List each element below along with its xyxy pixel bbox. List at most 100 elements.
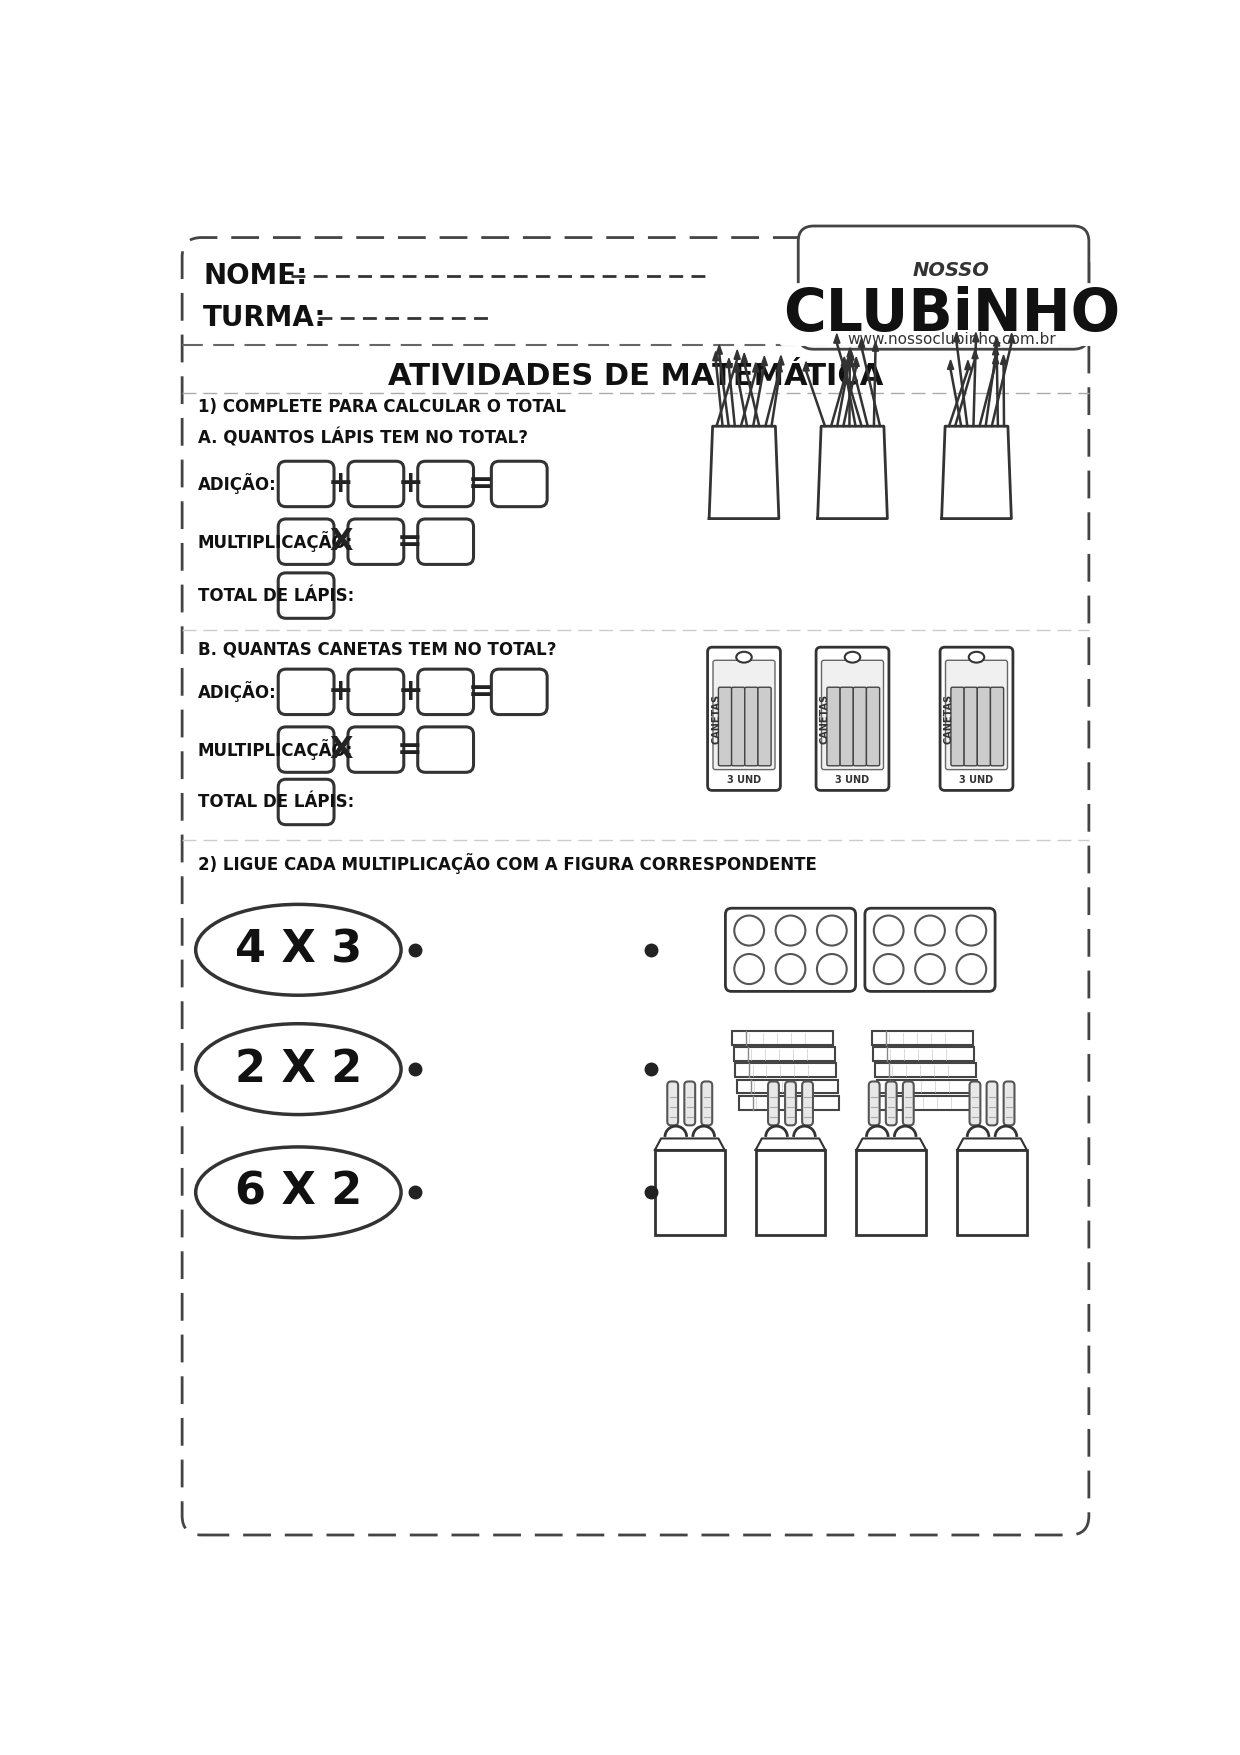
FancyBboxPatch shape [348, 727, 404, 772]
FancyBboxPatch shape [965, 688, 977, 765]
FancyBboxPatch shape [684, 1081, 696, 1125]
FancyBboxPatch shape [348, 669, 404, 714]
FancyBboxPatch shape [278, 519, 334, 565]
Text: MULTIPLICAÇÃO:: MULTIPLICAÇÃO: [197, 532, 353, 553]
FancyBboxPatch shape [878, 1095, 978, 1109]
Polygon shape [847, 347, 853, 356]
Ellipse shape [776, 955, 806, 985]
FancyBboxPatch shape [951, 688, 965, 765]
Polygon shape [992, 346, 998, 355]
FancyBboxPatch shape [977, 688, 991, 765]
FancyBboxPatch shape [755, 1150, 826, 1236]
FancyBboxPatch shape [867, 688, 879, 765]
FancyBboxPatch shape [987, 1081, 997, 1125]
Polygon shape [655, 1139, 724, 1150]
Polygon shape [941, 426, 1012, 518]
Polygon shape [817, 426, 888, 518]
Text: www.nossoclubinho.com.br: www.nossoclubinho.com.br [847, 332, 1055, 347]
FancyBboxPatch shape [278, 669, 334, 714]
Text: B. QUANTAS CANETAS TEM NO TOTAL?: B. QUANTAS CANETAS TEM NO TOTAL? [197, 641, 556, 658]
Text: CANETAS: CANETAS [711, 693, 722, 744]
FancyBboxPatch shape [758, 688, 771, 765]
Text: ADIÇÃO:: ADIÇÃO: [197, 474, 277, 495]
FancyBboxPatch shape [278, 727, 334, 772]
FancyBboxPatch shape [732, 688, 745, 765]
FancyBboxPatch shape [799, 226, 1089, 349]
Text: X: X [330, 526, 352, 556]
Ellipse shape [196, 904, 401, 995]
FancyBboxPatch shape [718, 688, 732, 765]
Text: CANETAS: CANETAS [820, 693, 830, 744]
Ellipse shape [915, 955, 945, 985]
Ellipse shape [776, 916, 806, 946]
Text: +: + [398, 469, 424, 498]
Text: CANETAS: CANETAS [944, 693, 954, 744]
Ellipse shape [196, 1023, 401, 1114]
FancyBboxPatch shape [725, 909, 856, 992]
FancyBboxPatch shape [418, 669, 474, 714]
Text: =: = [397, 526, 422, 556]
Polygon shape [804, 362, 810, 370]
Text: MULTIPLICAÇÃO:: MULTIPLICAÇÃO: [197, 739, 353, 760]
Text: TOTAL DE LÁPIS:: TOTAL DE LÁPIS: [197, 793, 353, 811]
Polygon shape [954, 332, 960, 342]
Polygon shape [777, 356, 784, 365]
Text: =: = [467, 677, 494, 706]
FancyBboxPatch shape [841, 688, 853, 765]
Polygon shape [957, 1139, 1027, 1150]
FancyBboxPatch shape [737, 1079, 838, 1093]
FancyBboxPatch shape [885, 1081, 897, 1125]
FancyBboxPatch shape [857, 1150, 926, 1236]
Polygon shape [848, 351, 854, 360]
Ellipse shape [817, 955, 847, 985]
Text: TURMA:: TURMA: [203, 304, 326, 332]
FancyBboxPatch shape [418, 519, 474, 565]
Text: 3 UND: 3 UND [727, 776, 761, 786]
Polygon shape [873, 342, 879, 351]
FancyBboxPatch shape [655, 1150, 724, 1236]
Polygon shape [841, 356, 847, 367]
Text: +: + [329, 469, 353, 498]
Polygon shape [847, 353, 853, 362]
FancyBboxPatch shape [667, 1081, 678, 1125]
FancyBboxPatch shape [768, 1081, 779, 1125]
Polygon shape [742, 353, 748, 362]
Ellipse shape [874, 916, 904, 946]
Ellipse shape [737, 651, 751, 663]
FancyBboxPatch shape [735, 1064, 836, 1078]
Polygon shape [761, 356, 768, 365]
FancyBboxPatch shape [785, 1081, 796, 1125]
Text: 6 X 2: 6 X 2 [234, 1171, 362, 1214]
Text: NOME:: NOME: [203, 261, 308, 290]
Text: 4 X 3: 4 X 3 [234, 928, 362, 971]
FancyBboxPatch shape [957, 1150, 1027, 1236]
Polygon shape [853, 358, 859, 367]
FancyBboxPatch shape [869, 1081, 879, 1125]
Polygon shape [844, 358, 851, 367]
Polygon shape [1001, 355, 1007, 365]
Polygon shape [1008, 333, 1014, 342]
Text: 3 UND: 3 UND [960, 776, 993, 786]
FancyBboxPatch shape [713, 660, 775, 770]
FancyBboxPatch shape [1003, 1081, 1014, 1125]
Polygon shape [776, 363, 782, 372]
Text: ADIÇÃO:: ADIÇÃO: [197, 681, 277, 702]
Polygon shape [947, 360, 954, 369]
FancyBboxPatch shape [866, 909, 994, 992]
Text: CLUBiNHO: CLUBiNHO [782, 286, 1120, 342]
FancyBboxPatch shape [970, 1081, 981, 1125]
FancyBboxPatch shape [827, 688, 841, 765]
FancyBboxPatch shape [702, 1081, 712, 1125]
Text: 2 X 2: 2 X 2 [234, 1048, 362, 1090]
FancyBboxPatch shape [945, 660, 1007, 770]
Text: +: + [329, 677, 353, 706]
Text: NOSSO: NOSSO [913, 261, 990, 281]
Text: =: = [467, 469, 494, 498]
FancyBboxPatch shape [708, 648, 780, 790]
FancyBboxPatch shape [853, 688, 867, 765]
Polygon shape [709, 426, 779, 518]
Text: TOTAL DE LÁPIS:: TOTAL DE LÁPIS: [197, 586, 353, 605]
Polygon shape [965, 360, 971, 370]
FancyBboxPatch shape [991, 688, 1003, 765]
Polygon shape [833, 333, 839, 344]
